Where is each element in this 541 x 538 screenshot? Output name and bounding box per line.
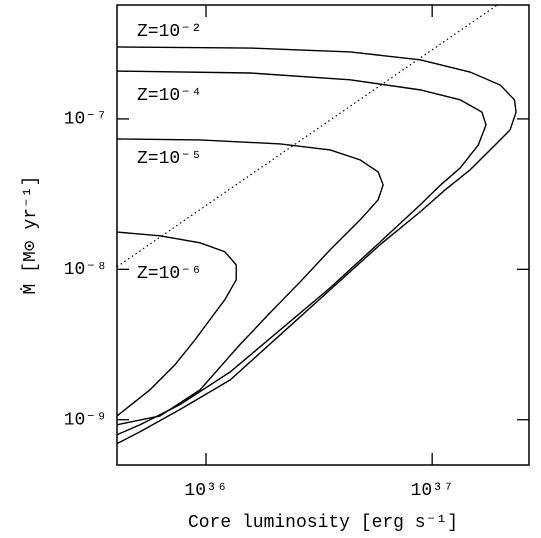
- curve-label-bg: [135, 21, 204, 42]
- x-tick-label: 10³⁷: [411, 481, 454, 501]
- curve: [116, 46, 517, 445]
- plot-frame: [116, 4, 530, 466]
- y-tick-label: 10⁻⁷: [64, 110, 107, 130]
- x-tick-label: 10³⁶: [184, 481, 227, 501]
- curve: [116, 4, 498, 268]
- y-axis-label: Ṁ [M⊙ yr⁻¹]: [20, 176, 41, 295]
- curve-label-bg: [135, 85, 204, 106]
- curve-label: Z=10⁻⁵: [137, 149, 202, 169]
- curve: [116, 70, 487, 436]
- y-tick-label: 10⁻⁹: [64, 410, 107, 430]
- x-axis-label: Core luminosity [erg s⁻¹]: [188, 513, 458, 533]
- curve-label: Z=10⁻⁴: [137, 86, 202, 106]
- y-tick-label: 10⁻⁸: [64, 260, 107, 280]
- curve-label: Z=10⁻⁶: [137, 264, 202, 284]
- curve-label-bg: [135, 148, 204, 169]
- curve-label: Z=10⁻²: [137, 22, 202, 42]
- curve-label-bg: [135, 263, 204, 284]
- curve: [116, 231, 237, 417]
- curve: [116, 138, 384, 426]
